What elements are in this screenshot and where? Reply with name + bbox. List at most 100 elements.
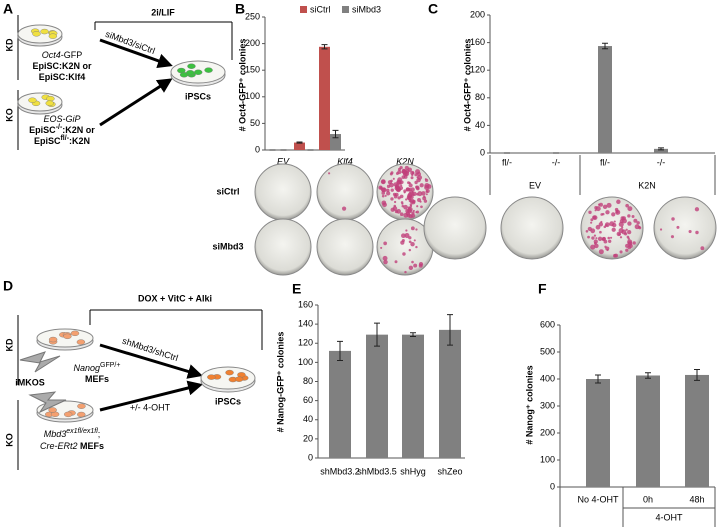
label-line: Cre-ERt2 MEFs	[40, 441, 104, 451]
colony	[397, 196, 401, 200]
cell	[187, 63, 196, 69]
colony	[422, 196, 427, 201]
colony	[598, 222, 604, 227]
colony	[618, 221, 624, 227]
panel-letter: D	[3, 278, 13, 294]
treatment: +/- 4-OHT	[130, 402, 171, 412]
cell	[77, 411, 86, 418]
colony	[401, 233, 406, 239]
y-tick-label: 80	[475, 92, 485, 102]
y-axis-label: # Oct4-GFP⁺ colonies	[462, 39, 472, 132]
label-segment: :K2N or	[62, 125, 95, 135]
colony	[616, 231, 621, 237]
group-label: EV	[529, 180, 541, 190]
colony	[407, 181, 410, 185]
colony	[615, 210, 619, 214]
colony	[625, 228, 628, 231]
colony	[393, 204, 397, 208]
colony	[419, 200, 422, 203]
panel-letter: B	[235, 1, 245, 17]
colony	[415, 185, 420, 190]
colony	[381, 200, 387, 206]
label-segment: EpiSC	[29, 125, 56, 135]
colony	[606, 202, 612, 208]
legend-label: siMbd3	[352, 4, 381, 14]
y-tick-label: 140	[298, 319, 313, 329]
error-bar	[447, 314, 453, 346]
label-segment: EpiSC	[34, 136, 61, 146]
group-label: K2N	[638, 180, 656, 190]
bar	[439, 329, 461, 458]
colony	[624, 232, 628, 236]
cell	[70, 330, 80, 337]
x-tick-label: -/-	[552, 157, 561, 167]
legend-label: siCtrl	[310, 4, 331, 14]
label-segment: MEFs	[78, 441, 105, 451]
colony	[585, 230, 589, 233]
colony	[410, 176, 414, 180]
colony	[627, 206, 633, 212]
colony	[594, 243, 599, 249]
bar	[586, 379, 610, 487]
colony	[595, 224, 601, 230]
plate	[500, 196, 564, 260]
label-segment: GFP/+	[100, 362, 120, 369]
connector	[99, 343, 203, 379]
colony	[395, 172, 399, 175]
y-tick-label: 160	[298, 299, 313, 309]
cell	[32, 31, 41, 37]
panel-letter: A	[3, 1, 13, 17]
colony	[402, 252, 406, 256]
colony	[405, 208, 410, 213]
y-tick-label: 600	[540, 319, 555, 329]
cell	[48, 33, 58, 39]
colony	[622, 218, 627, 224]
colony	[607, 236, 611, 240]
colony	[625, 248, 629, 252]
colony	[627, 221, 632, 226]
colony	[611, 227, 616, 232]
colony	[380, 187, 386, 193]
cell	[48, 407, 57, 413]
colony	[628, 243, 633, 248]
y-tick-label: 200	[470, 9, 485, 19]
colony	[386, 188, 390, 193]
colony	[638, 226, 642, 230]
colony	[614, 253, 618, 258]
x-tick-label: fl/-	[502, 157, 512, 167]
arm-label: KO	[4, 108, 14, 122]
lightning	[28, 391, 67, 414]
colony	[382, 255, 388, 261]
colony	[403, 204, 408, 210]
colony	[408, 183, 413, 188]
colony	[627, 229, 632, 235]
x-tick-label: Klf4	[337, 156, 353, 166]
plate	[423, 196, 487, 260]
colony	[632, 241, 636, 245]
colony	[688, 229, 692, 234]
colony	[407, 196, 411, 200]
colony	[416, 205, 419, 208]
colony	[425, 193, 428, 196]
colony	[380, 246, 383, 249]
bar	[294, 142, 305, 150]
product: iPSCs	[185, 91, 211, 101]
colony	[409, 203, 413, 206]
cell	[48, 336, 58, 343]
bar	[598, 46, 612, 153]
colony	[426, 184, 432, 189]
colony	[591, 236, 595, 240]
y-tick-label: 250	[245, 11, 260, 21]
label-line: EOS-GiP	[43, 114, 80, 124]
error-bar	[321, 44, 328, 50]
colony	[597, 236, 603, 242]
y-tick-label: 0	[255, 144, 260, 154]
colony	[390, 197, 394, 201]
y-tick-label: 80	[303, 376, 313, 386]
colony	[590, 244, 596, 250]
colony	[415, 211, 418, 214]
colony	[606, 249, 609, 252]
colony	[419, 183, 424, 188]
colony	[627, 239, 633, 245]
x-tick-label: EV	[277, 156, 290, 166]
